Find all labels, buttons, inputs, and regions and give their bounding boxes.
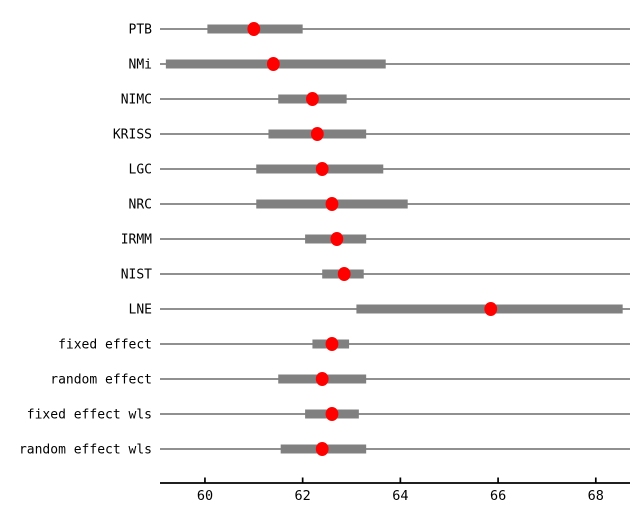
row-label: NRC xyxy=(129,198,152,213)
row-label: NIMC xyxy=(121,93,152,108)
row-label: fixed effect wls xyxy=(27,408,152,423)
estimate-dot xyxy=(315,442,329,456)
row-label: random effect wls xyxy=(19,443,152,458)
estimate-dot xyxy=(315,372,329,386)
estimate-dot xyxy=(310,127,324,141)
row-label: IRMM xyxy=(121,233,152,248)
estimate-dot xyxy=(325,407,339,421)
estimate-dot xyxy=(484,302,498,316)
row-label: random effect xyxy=(50,373,152,388)
row-label: LGC xyxy=(129,163,152,178)
row-label: NIST xyxy=(121,268,152,283)
estimate-dot xyxy=(247,22,261,36)
x-axis-tick-label: 62 xyxy=(295,488,311,504)
x-axis-tick-label: 60 xyxy=(197,488,213,504)
x-axis-tick-label: 64 xyxy=(392,488,408,504)
estimate-dot xyxy=(330,232,344,246)
x-axis-tick-label: 66 xyxy=(490,488,506,504)
x-axis-tick-label: 68 xyxy=(588,488,604,504)
row-label: PTB xyxy=(129,23,153,38)
estimate-dot xyxy=(325,337,339,351)
estimate-dot xyxy=(306,92,319,106)
estimate-dot xyxy=(337,267,351,281)
estimate-dot xyxy=(315,162,329,176)
row-label: NMi xyxy=(129,58,152,73)
row-label: LNE xyxy=(129,303,152,318)
estimate-dot xyxy=(266,57,280,71)
row-label: fixed effect xyxy=(58,338,152,353)
estimate-dot xyxy=(325,197,339,211)
row-label: KRISS xyxy=(113,128,152,143)
